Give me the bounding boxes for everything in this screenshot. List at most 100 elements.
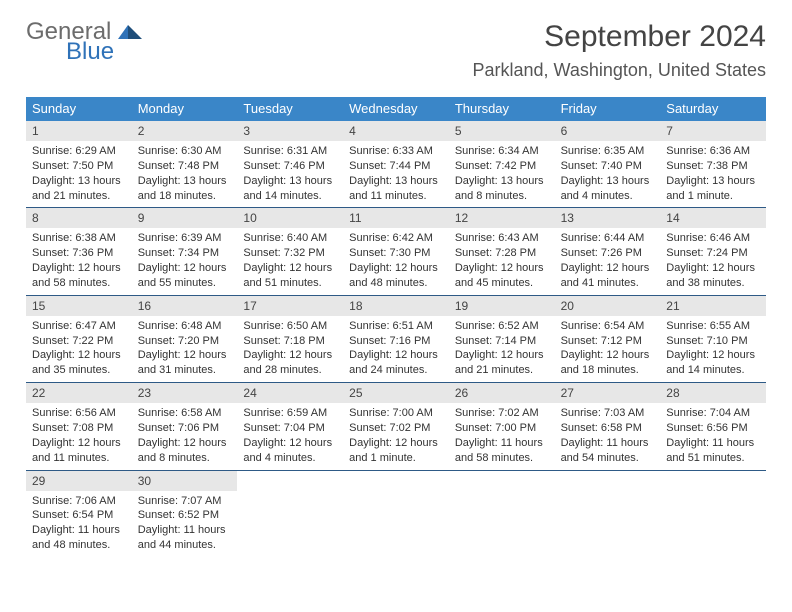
day-cell <box>555 471 661 557</box>
sunset-text: Sunset: 7:08 PM <box>32 421 126 436</box>
weekday-header: Tuesday <box>237 97 343 121</box>
sunrise-text: Sunrise: 6:29 AM <box>32 144 126 159</box>
sunset-text: Sunset: 7:46 PM <box>243 159 337 174</box>
day-cell: 26Sunrise: 7:02 AMSunset: 7:00 PMDayligh… <box>449 383 555 469</box>
sunrise-text: Sunrise: 6:39 AM <box>138 231 232 246</box>
daylight-text: Daylight: 12 hours and 55 minutes. <box>138 261 232 291</box>
sunset-text: Sunset: 6:52 PM <box>138 508 232 523</box>
weekday-header: Thursday <box>449 97 555 121</box>
weekday-header-row: Sunday Monday Tuesday Wednesday Thursday… <box>26 97 766 121</box>
daylight-text: Daylight: 12 hours and 11 minutes. <box>32 436 126 466</box>
daylight-text: Daylight: 13 hours and 1 minute. <box>666 174 760 204</box>
day-cell: 23Sunrise: 6:58 AMSunset: 7:06 PMDayligh… <box>132 383 238 469</box>
daylight-text: Daylight: 13 hours and 18 minutes. <box>138 174 232 204</box>
day-number: 22 <box>26 383 132 403</box>
day-number: 2 <box>132 121 238 141</box>
day-cell: 30Sunrise: 7:07 AMSunset: 6:52 PMDayligh… <box>132 471 238 557</box>
daylight-text: Daylight: 13 hours and 14 minutes. <box>243 174 337 204</box>
day-number: 19 <box>449 296 555 316</box>
sunrise-text: Sunrise: 6:42 AM <box>349 231 443 246</box>
day-body: Sunrise: 7:00 AMSunset: 7:02 PMDaylight:… <box>343 403 449 469</box>
day-cell: 13Sunrise: 6:44 AMSunset: 7:26 PMDayligh… <box>555 208 661 294</box>
month-title: September 2024 <box>473 20 767 54</box>
day-cell: 10Sunrise: 6:40 AMSunset: 7:32 PMDayligh… <box>237 208 343 294</box>
sunrise-text: Sunrise: 6:44 AM <box>561 231 655 246</box>
day-cell: 4Sunrise: 6:33 AMSunset: 7:44 PMDaylight… <box>343 121 449 207</box>
day-number: 24 <box>237 383 343 403</box>
day-cell <box>343 471 449 557</box>
day-body: Sunrise: 6:48 AMSunset: 7:20 PMDaylight:… <box>132 316 238 382</box>
day-body: Sunrise: 6:59 AMSunset: 7:04 PMDaylight:… <box>237 403 343 469</box>
day-number: 17 <box>237 296 343 316</box>
day-body: Sunrise: 6:38 AMSunset: 7:36 PMDaylight:… <box>26 228 132 294</box>
day-number: 16 <box>132 296 238 316</box>
day-cell: 15Sunrise: 6:47 AMSunset: 7:22 PMDayligh… <box>26 296 132 382</box>
daylight-text: Daylight: 12 hours and 51 minutes. <box>243 261 337 291</box>
sunrise-text: Sunrise: 6:46 AM <box>666 231 760 246</box>
sunrise-text: Sunrise: 7:06 AM <box>32 494 126 509</box>
day-body: Sunrise: 6:54 AMSunset: 7:12 PMDaylight:… <box>555 316 661 382</box>
day-body: Sunrise: 6:35 AMSunset: 7:40 PMDaylight:… <box>555 141 661 207</box>
day-cell: 17Sunrise: 6:50 AMSunset: 7:18 PMDayligh… <box>237 296 343 382</box>
day-body: Sunrise: 7:04 AMSunset: 6:56 PMDaylight:… <box>660 403 766 469</box>
day-cell: 21Sunrise: 6:55 AMSunset: 7:10 PMDayligh… <box>660 296 766 382</box>
day-body: Sunrise: 6:39 AMSunset: 7:34 PMDaylight:… <box>132 228 238 294</box>
daylight-text: Daylight: 12 hours and 41 minutes. <box>561 261 655 291</box>
location: Parkland, Washington, United States <box>473 60 767 81</box>
day-number: 21 <box>660 296 766 316</box>
day-cell: 3Sunrise: 6:31 AMSunset: 7:46 PMDaylight… <box>237 121 343 207</box>
day-body: Sunrise: 6:47 AMSunset: 7:22 PMDaylight:… <box>26 316 132 382</box>
day-number: 28 <box>660 383 766 403</box>
day-number: 15 <box>26 296 132 316</box>
sunset-text: Sunset: 7:26 PM <box>561 246 655 261</box>
title-block: September 2024 Parkland, Washington, Uni… <box>473 20 767 81</box>
weekday-header: Wednesday <box>343 97 449 121</box>
day-body: Sunrise: 6:56 AMSunset: 7:08 PMDaylight:… <box>26 403 132 469</box>
daylight-text: Daylight: 12 hours and 1 minute. <box>349 436 443 466</box>
day-cell: 16Sunrise: 6:48 AMSunset: 7:20 PMDayligh… <box>132 296 238 382</box>
day-body: Sunrise: 6:58 AMSunset: 7:06 PMDaylight:… <box>132 403 238 469</box>
daylight-text: Daylight: 11 hours and 54 minutes. <box>561 436 655 466</box>
day-cell <box>449 471 555 557</box>
day-cell: 8Sunrise: 6:38 AMSunset: 7:36 PMDaylight… <box>26 208 132 294</box>
weekday-header: Monday <box>132 97 238 121</box>
day-body: Sunrise: 6:52 AMSunset: 7:14 PMDaylight:… <box>449 316 555 382</box>
day-number: 26 <box>449 383 555 403</box>
sunrise-text: Sunrise: 7:00 AM <box>349 406 443 421</box>
day-body: Sunrise: 6:55 AMSunset: 7:10 PMDaylight:… <box>660 316 766 382</box>
sunset-text: Sunset: 6:56 PM <box>666 421 760 436</box>
sunset-text: Sunset: 7:42 PM <box>455 159 549 174</box>
sunrise-text: Sunrise: 6:34 AM <box>455 144 549 159</box>
day-cell: 20Sunrise: 6:54 AMSunset: 7:12 PMDayligh… <box>555 296 661 382</box>
logo-mark-icon <box>118 26 144 43</box>
sunrise-text: Sunrise: 6:43 AM <box>455 231 549 246</box>
calendar-week: 29Sunrise: 7:06 AMSunset: 6:54 PMDayligh… <box>26 471 766 557</box>
header: General Blue September 2024 Parkland, Wa… <box>26 20 766 81</box>
daylight-text: Daylight: 12 hours and 31 minutes. <box>138 348 232 378</box>
sunrise-text: Sunrise: 6:38 AM <box>32 231 126 246</box>
sunrise-text: Sunrise: 6:48 AM <box>138 319 232 334</box>
daylight-text: Daylight: 12 hours and 45 minutes. <box>455 261 549 291</box>
sunset-text: Sunset: 7:02 PM <box>349 421 443 436</box>
day-cell: 24Sunrise: 6:59 AMSunset: 7:04 PMDayligh… <box>237 383 343 469</box>
calendar: Sunday Monday Tuesday Wednesday Thursday… <box>26 97 766 557</box>
day-body: Sunrise: 6:44 AMSunset: 7:26 PMDaylight:… <box>555 228 661 294</box>
day-number: 3 <box>237 121 343 141</box>
daylight-text: Daylight: 12 hours and 24 minutes. <box>349 348 443 378</box>
day-cell: 9Sunrise: 6:39 AMSunset: 7:34 PMDaylight… <box>132 208 238 294</box>
sunset-text: Sunset: 7:24 PM <box>666 246 760 261</box>
daylight-text: Daylight: 12 hours and 58 minutes. <box>32 261 126 291</box>
sunrise-text: Sunrise: 7:03 AM <box>561 406 655 421</box>
sunrise-text: Sunrise: 7:04 AM <box>666 406 760 421</box>
day-body: Sunrise: 6:51 AMSunset: 7:16 PMDaylight:… <box>343 316 449 382</box>
sunset-text: Sunset: 7:14 PM <box>455 334 549 349</box>
day-body: Sunrise: 6:29 AMSunset: 7:50 PMDaylight:… <box>26 141 132 207</box>
daylight-text: Daylight: 12 hours and 28 minutes. <box>243 348 337 378</box>
sunrise-text: Sunrise: 6:51 AM <box>349 319 443 334</box>
sunset-text: Sunset: 7:28 PM <box>455 246 549 261</box>
daylight-text: Daylight: 13 hours and 4 minutes. <box>561 174 655 204</box>
sunset-text: Sunset: 7:12 PM <box>561 334 655 349</box>
sunrise-text: Sunrise: 6:30 AM <box>138 144 232 159</box>
day-number: 7 <box>660 121 766 141</box>
weekday-header: Friday <box>555 97 661 121</box>
